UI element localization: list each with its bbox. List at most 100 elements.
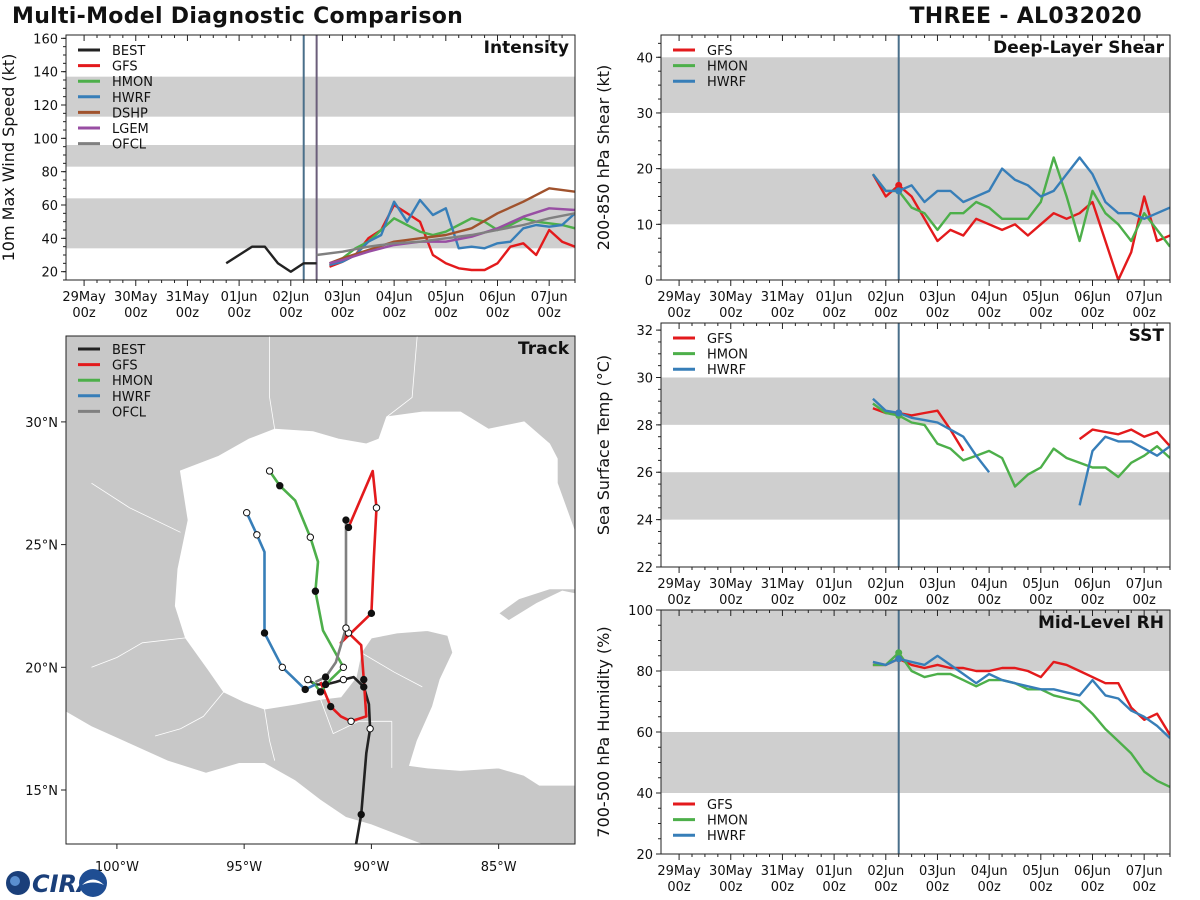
x-tick-label-hour: 00z xyxy=(771,880,795,895)
series-line-gfs xyxy=(872,657,1170,736)
track-point-hmon xyxy=(311,587,320,595)
shaded-band xyxy=(66,145,575,167)
legend-label-hwrf: HWRF xyxy=(112,390,151,405)
plot-frame xyxy=(660,34,1171,281)
legend-label-hmon: HMON xyxy=(707,348,748,363)
x-tick-label-hour: 00z xyxy=(1132,593,1156,608)
x-tick-label-date: 05Jun xyxy=(1022,290,1059,305)
legend-label-best: BEST xyxy=(112,44,145,59)
track-point-hwrf xyxy=(260,629,269,637)
shaded-band xyxy=(661,377,1170,425)
x-tick-label-date: 07Jun xyxy=(531,290,568,305)
x-tick-label-hour: 00z xyxy=(719,593,743,608)
series-line-hwrf xyxy=(329,198,575,267)
track-point-hmon xyxy=(306,533,315,541)
x-tick-label-hour: 00z xyxy=(874,880,898,895)
series-line-lgem xyxy=(329,207,575,265)
plot-frame xyxy=(660,609,1171,855)
shaded-band xyxy=(661,732,1170,793)
panel-title: Intensity xyxy=(484,38,569,58)
x-tick-label-date: 29May xyxy=(657,290,701,305)
x-tick-label-hour: 00z xyxy=(382,306,406,321)
y-tick-label: 32 xyxy=(636,324,653,339)
y-tick-label: 24 xyxy=(636,514,653,529)
x-tick-label-hour: 00z xyxy=(926,593,950,608)
x-tick-label-hour: 00z xyxy=(486,306,510,321)
shaded-band xyxy=(661,57,1170,113)
shaded-band xyxy=(66,76,575,117)
track-point-hwrf xyxy=(301,685,309,694)
series-line-hmon xyxy=(872,402,1170,488)
series-line-hwrf xyxy=(871,156,1170,221)
x-tick-label-date: 03Jun xyxy=(919,864,956,879)
track-point-gfs xyxy=(367,609,376,618)
x-tick-label-hour: 00z xyxy=(719,306,743,321)
series-line-gfs xyxy=(329,203,575,272)
x-tick-label-date: 04Jun xyxy=(376,290,413,305)
x-tick-label-date: 04Jun xyxy=(971,577,1008,592)
track-point-best xyxy=(360,683,368,691)
track-point-hmon xyxy=(339,663,348,672)
y-tick-label: 28 xyxy=(636,419,653,434)
x-tick-label-hour: 00z xyxy=(822,306,846,321)
x-tick-label-date: 01Jun xyxy=(816,290,853,305)
x-tick-label-date: 05Jun xyxy=(1022,577,1059,592)
legend-label-best: BEST xyxy=(112,343,145,358)
track-panel: 100°W 95°W 90°W 85°W 15°N 20°N 25°N 30°N Track BE… xyxy=(25,335,576,875)
figure-title: Multi-Model Diagnostic Comparison xyxy=(12,4,464,29)
legend-label-ofcl: OFCL xyxy=(112,138,147,153)
x-tick-label-date: 07Jun xyxy=(1126,864,1163,879)
plot-area xyxy=(661,323,1170,567)
track-point-hmon xyxy=(316,688,325,696)
x-tick-label-date: 30May xyxy=(709,577,753,592)
x-tick-label-date: 31May xyxy=(761,864,805,879)
y-tick-label: 60 xyxy=(636,726,653,741)
init-marker-hwrf xyxy=(895,655,903,663)
track-point-gfs xyxy=(344,523,353,532)
series-line-hmon xyxy=(872,651,1170,788)
legend-label-hwrf: HWRF xyxy=(707,75,746,90)
legend-label-hmon: HMON xyxy=(707,60,748,75)
shaded-band xyxy=(661,610,1170,671)
x-tick-label-hour: 00z xyxy=(124,306,148,321)
lat-tick-label: 30°N xyxy=(25,416,58,431)
x-tick-label-date: 04Jun xyxy=(971,290,1008,305)
series-line-best xyxy=(225,245,317,273)
x-tick-label-hour: 00z xyxy=(667,306,691,321)
x-tick-label-hour: 00z xyxy=(977,306,1001,321)
x-tick-label-hour: 00z xyxy=(771,306,795,321)
track-point-hmon xyxy=(276,482,284,490)
x-tick-label-date: 01Jun xyxy=(816,577,853,592)
map-border xyxy=(360,652,423,688)
legend-label-dshp: DSHP xyxy=(112,106,148,121)
plot-frame xyxy=(65,34,576,281)
sst-panel: 29May00z30May00z31May00z01Jun00z02Jun00z… xyxy=(594,322,1171,608)
track-point-gfs xyxy=(372,504,381,512)
track-point-gfs xyxy=(360,675,368,684)
intensity-panel: 29May00z30May00z31May00z01Jun00z02Jun00z… xyxy=(0,32,576,321)
y-tick-label: 20 xyxy=(636,163,653,178)
rh-panel: 29May00z30May00z31May00z01Jun00z02Jun00z… xyxy=(594,604,1171,895)
y-axis-label: Sea Surface Temp (°C) xyxy=(594,355,613,535)
y-tick-label: 20 xyxy=(636,848,653,863)
y-axis-label: 10m Max Wind Speed (kt) xyxy=(0,54,18,262)
x-tick-label-date: 06Jun xyxy=(1074,577,1111,592)
lat-tick-label: 20°N xyxy=(25,661,58,676)
cira-logo: CIRA xyxy=(6,869,107,898)
x-tick-label-hour: 00z xyxy=(771,593,795,608)
y-tick-label: 160 xyxy=(33,32,58,47)
map-border xyxy=(264,708,276,761)
map-border xyxy=(91,637,186,668)
lon-tick-label: 100°W xyxy=(95,860,139,875)
track-point-gfs xyxy=(347,717,355,725)
y-tick-label: 0 xyxy=(645,274,653,289)
map-border xyxy=(269,336,276,430)
x-tick-label-hour: 00z xyxy=(1081,306,1105,321)
series-line-gfs xyxy=(1078,428,1170,448)
pacific-water xyxy=(66,711,423,844)
map-border xyxy=(386,336,418,418)
x-tick-label-date: 31May xyxy=(761,290,805,305)
track-point-hmon xyxy=(265,467,274,475)
series-line-hwrf xyxy=(872,397,991,473)
